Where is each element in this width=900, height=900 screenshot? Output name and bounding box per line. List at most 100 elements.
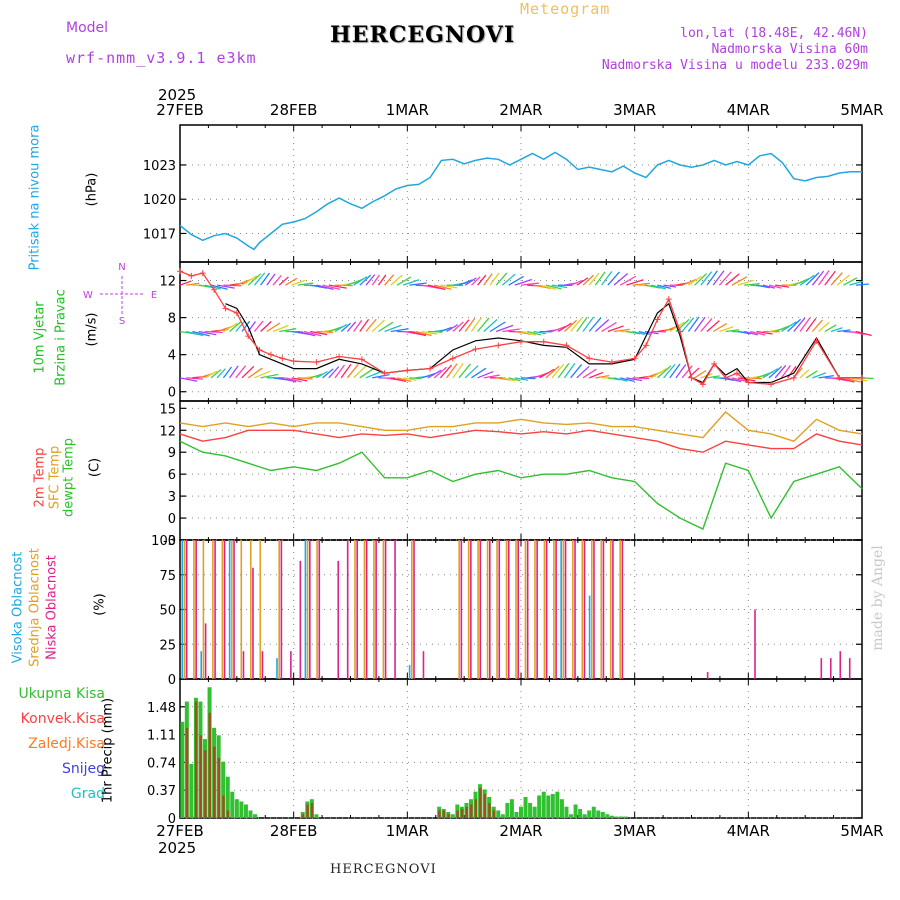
wind-speed-marker: [211, 286, 218, 293]
wind-vector: [409, 330, 427, 337]
wind-vector: [694, 273, 708, 286]
wind-vector: [706, 270, 718, 286]
wind-vector: [811, 270, 825, 286]
wind-vector: [613, 328, 630, 333]
precip-total-bar: [514, 811, 519, 818]
wind-vector: [520, 330, 536, 336]
wind-vector: [793, 317, 806, 332]
wind-vector: [285, 377, 302, 383]
model-elevation-label: Nadmorska Visina u modelu 233.029m: [601, 58, 868, 73]
wind-vector: [768, 365, 783, 379]
wind-vector: [303, 330, 322, 337]
precip-conv-bar: [438, 810, 441, 818]
wind-vector: [582, 274, 594, 286]
wind-vector: [843, 277, 858, 286]
wind-vector: [626, 279, 644, 286]
wind-vector: [570, 279, 583, 286]
wind-vector: [427, 284, 446, 291]
wind-vector: [787, 365, 797, 379]
precip-total-bar: [528, 802, 533, 818]
y-tick-label: 100: [151, 534, 176, 549]
wind-vector: [310, 373, 323, 379]
y-tick-label: -3: [163, 534, 176, 549]
wind-speed-marker: [643, 342, 650, 349]
wind-vector: [266, 322, 281, 333]
wind-speed-marker: [768, 381, 775, 388]
precip-total-bar: [623, 816, 628, 818]
precip-conv-bar: [442, 810, 446, 818]
wind-vector: [563, 319, 577, 332]
precip-total-bar: [541, 791, 546, 818]
wind-vector: [657, 284, 671, 289]
y-tick-label: 12: [159, 424, 176, 439]
wind-vector: [855, 330, 872, 337]
wind-vector: [774, 364, 787, 379]
precip-total-bar: [253, 814, 258, 818]
precip-conv-bar: [194, 701, 198, 818]
wind-vector: [204, 330, 223, 334]
wind-vector: [595, 374, 610, 379]
wind-vector: [216, 368, 226, 379]
wind-vector: [390, 377, 407, 383]
wind-speed-marker: [245, 333, 252, 340]
wind-vector: [719, 326, 734, 333]
wind-vector: [570, 364, 583, 379]
precip-total-bar: [189, 763, 194, 818]
wind-vector: [396, 377, 412, 382]
wind-vector: [495, 324, 514, 333]
wind-speed-marker: [199, 270, 206, 277]
wind-vector: [718, 271, 732, 286]
precip-conv-bar: [456, 810, 459, 818]
wind-speed-marker: [699, 381, 706, 388]
wind-vector: [830, 272, 843, 286]
subtitle: Meteogram: [520, 0, 611, 18]
wind-vector: [254, 370, 271, 379]
compass-cross: [100, 276, 145, 316]
wind-vector: [483, 374, 500, 379]
wind-vector: [241, 365, 255, 379]
date-label-top: 28FEB: [270, 101, 317, 119]
wind-vector: [613, 377, 628, 382]
wind-speed-marker: [495, 342, 502, 349]
wind-vector: [539, 368, 555, 379]
y-tick-label: 75: [159, 569, 176, 584]
precip-conv-bar: [185, 727, 189, 818]
wind-vector: [594, 271, 606, 286]
wind-vector: [433, 366, 447, 379]
precip-conv-bar: [460, 808, 464, 818]
date-label-bottom: 1MAR: [386, 822, 429, 840]
precip-total-bar: [569, 814, 574, 818]
precip-total-bar: [555, 791, 560, 818]
wind-vector: [470, 317, 482, 332]
wind-vector: [353, 365, 367, 379]
wind-speed-marker: [608, 359, 615, 366]
precip-total-bar: [180, 721, 185, 818]
temp-line-1: [179, 411, 863, 442]
wind-vector: [731, 276, 748, 286]
wind-vector: [656, 365, 672, 379]
wind-vector: [359, 319, 370, 332]
wind-vector: [365, 274, 376, 286]
precip-total-bar: [500, 814, 505, 818]
wind-vector: [570, 317, 583, 332]
wind-vector: [638, 330, 652, 336]
wind-vector: [582, 316, 595, 332]
elevation-label: Nadmorska Visina 60m: [711, 42, 868, 57]
precip-total-bar: [537, 795, 542, 818]
wind-vector: [663, 284, 677, 288]
legend-conv-rain: Konvek.Kisa: [20, 711, 105, 727]
wind-vector: [849, 330, 865, 335]
wind-vector: [452, 362, 464, 379]
precip-conv-bar: [204, 750, 207, 818]
wind-speed-marker: [859, 374, 865, 381]
wind-vector: [434, 284, 452, 290]
wind-vector: [694, 316, 706, 332]
wind-vector: [440, 284, 458, 289]
precip-total-bar: [505, 802, 510, 818]
wind-vector: [471, 367, 487, 379]
wind-vector: [607, 271, 620, 286]
precip-total-bar: [496, 810, 501, 818]
date-label-bottom: 4MAR: [727, 822, 770, 840]
y-tick-label: 0.37: [147, 784, 176, 799]
